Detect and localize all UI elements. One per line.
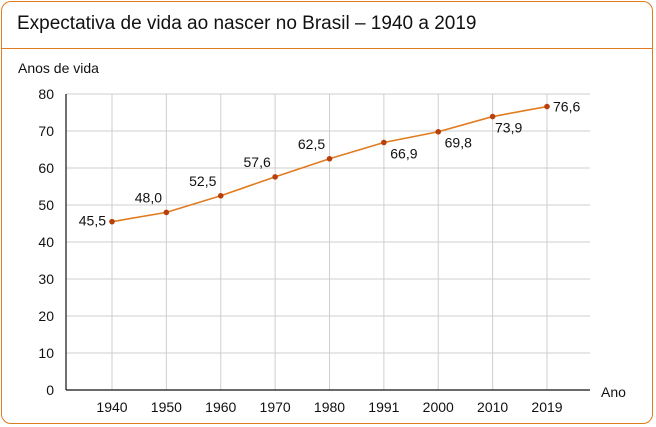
data-label: 66,9 <box>390 145 417 161</box>
data-labels: 45,5 48,0 52,5 57,6 62,5 66,9 69,8 73,9 76,6 <box>79 99 581 229</box>
y-tick-label: 80 <box>38 86 54 102</box>
x-tick-label: 1991 <box>368 399 399 415</box>
y-tick-label: 0 <box>46 382 54 398</box>
data-point <box>381 139 387 146</box>
data-point <box>544 103 550 110</box>
x-tick-label: 1940 <box>96 399 127 415</box>
data-label: 69,8 <box>445 135 472 151</box>
x-tick-label: 2019 <box>531 399 562 415</box>
data-label: 57,6 <box>244 154 271 170</box>
data-point <box>489 113 496 120</box>
title-bar: Expectativa de vida ao nascer no Brasil … <box>2 2 652 49</box>
axes <box>65 94 590 391</box>
data-point <box>435 128 442 135</box>
gridlines <box>66 93 590 390</box>
y-tick-label: 60 <box>38 160 54 176</box>
x-tick-label: 1950 <box>151 399 182 415</box>
y-tick-label: 40 <box>38 234 54 250</box>
data-point <box>326 155 333 162</box>
series-life-expectancy <box>109 103 550 225</box>
x-tick-label: 1960 <box>205 399 236 415</box>
y-tick-label: 30 <box>38 271 54 287</box>
data-label: 45,5 <box>79 213 106 229</box>
data-label: 62,5 <box>298 136 325 152</box>
data-point <box>272 174 278 180</box>
y-tick-label: 10 <box>38 345 54 361</box>
x-tick-label: 1970 <box>260 399 291 415</box>
x-tick-label: 1980 <box>314 399 345 415</box>
x-tick-label: 2000 <box>423 399 454 415</box>
data-label: 52,5 <box>189 173 216 189</box>
data-point <box>217 192 224 199</box>
data-point <box>109 218 115 225</box>
x-tick-label: 2010 <box>477 399 508 415</box>
data-label: 76,6 <box>553 99 580 115</box>
data-label: 48,0 <box>135 189 162 205</box>
y-axis-label: Anos de vida <box>18 60 99 76</box>
y-tick-labels: 0 10 20 30 40 50 60 70 80 <box>38 86 54 398</box>
x-axis-label: Ano <box>601 384 626 400</box>
y-tick-label: 20 <box>38 308 54 324</box>
chart-title: Expectativa de vida ao nascer no Brasil … <box>17 13 477 34</box>
y-tick-label: 50 <box>38 197 54 213</box>
data-label: 73,9 <box>495 120 522 136</box>
data-point <box>163 209 170 216</box>
y-tick-label: 70 <box>38 123 54 139</box>
x-tick-labels: 1940 1950 1960 1970 1980 1991 2000 2010 2019 <box>96 399 562 415</box>
